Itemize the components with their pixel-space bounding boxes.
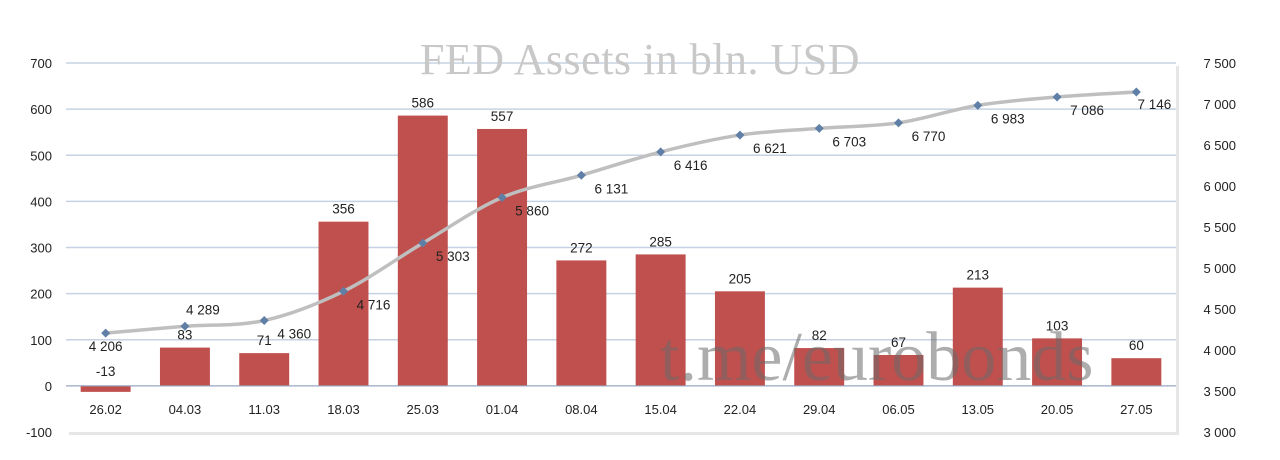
category-label: 01.04: [486, 402, 519, 417]
line-value-label: 6 416: [674, 158, 708, 173]
bar-value-label: 272: [570, 240, 593, 255]
category-label: 20.05: [1041, 402, 1074, 417]
bar: [159, 347, 210, 386]
left-axis-tick-label: 500: [30, 148, 52, 163]
bar-value-label: 71: [257, 333, 272, 348]
bar: [794, 348, 845, 386]
left-axis-tick-label: 100: [30, 333, 52, 348]
category-label: 25.03: [407, 402, 440, 417]
bar-value-label: 586: [412, 96, 435, 111]
category-label: 11.03: [248, 402, 280, 417]
category-label: 08.04: [565, 402, 598, 417]
bar: [635, 254, 686, 386]
line-marker: [339, 286, 348, 296]
line-marker: [259, 315, 269, 325]
right-axis-tick-label: 5 500: [1203, 220, 1236, 235]
line-marker: [1131, 87, 1141, 97]
bar-value-label: 103: [1046, 318, 1069, 333]
right-axis-tick-label: 3 500: [1203, 384, 1236, 399]
bar: [714, 291, 765, 386]
right-axis-tick-label: 4 500: [1203, 302, 1236, 317]
left-axis-tick-label: 200: [30, 287, 52, 302]
line-value-label: 6 770: [912, 129, 946, 144]
line-value-label: 6 131: [594, 181, 628, 196]
bar: [952, 287, 1003, 386]
line-marker: [656, 147, 666, 157]
line-marker: [576, 170, 586, 180]
right-axis-tick-label: 6 000: [1203, 179, 1236, 194]
series-line: [103, 90, 1139, 335]
left-axis-tick-label: 600: [30, 102, 52, 117]
bar-value-label: 285: [649, 234, 672, 249]
line-marker: [735, 130, 745, 140]
line-value-label: 6 621: [753, 141, 787, 156]
bar: [239, 353, 290, 386]
right-axis-tick-label: 5 000: [1203, 261, 1236, 276]
line-value-label: 5 303: [436, 249, 470, 264]
left-axis-tick-label: 300: [30, 241, 52, 256]
bar: [477, 128, 528, 386]
bar: [1111, 358, 1162, 386]
chart-title: FED Assets in bln. USD: [419, 35, 861, 84]
line-value-label: 4 716: [357, 297, 391, 312]
category-label: 26.02: [89, 402, 122, 417]
left-axis-tick-label: 400: [30, 194, 52, 209]
line-marker: [101, 328, 111, 338]
bar-value-label: -13: [96, 364, 116, 379]
right-axis-tick-label: 6 500: [1203, 138, 1236, 153]
line-marker: [894, 118, 903, 128]
bar-value-label: 557: [491, 109, 514, 124]
right-axis-tick-label: 3 000: [1203, 425, 1236, 440]
bar: [318, 221, 369, 386]
line-value-label: 4 206: [89, 339, 123, 354]
right-axis-tick-label: 4 000: [1203, 343, 1236, 358]
watermark-text: t.me/eurobonds: [660, 319, 1094, 396]
category-label: 06.05: [882, 402, 915, 417]
bar: [80, 385, 131, 392]
bar: [1032, 338, 1083, 386]
category-label: 29.04: [803, 402, 836, 417]
line-marker: [497, 192, 507, 202]
bar: [556, 260, 607, 386]
category-label: 27.05: [1120, 402, 1153, 417]
category-label: 18.03: [327, 402, 360, 417]
left-axis-tick-label: -100: [26, 425, 52, 440]
right-axis-tick-label: 7 500: [1203, 56, 1236, 71]
category-label: 04.03: [169, 402, 202, 417]
line-marker: [814, 123, 824, 133]
bar: [397, 115, 448, 386]
line-value-label: 5 860: [515, 203, 549, 218]
line-value-label: 4 360: [277, 326, 311, 341]
category-label: 22.04: [724, 402, 757, 417]
right-axis-tick-label: 7 000: [1203, 97, 1236, 112]
line-marker: [973, 100, 983, 110]
line-marker: [418, 238, 428, 248]
bar-value-label: 83: [177, 328, 192, 343]
bar-value-label: 205: [729, 271, 752, 286]
bar-value-label: 82: [812, 328, 827, 343]
bar-value-label: 356: [332, 202, 355, 217]
bar-value-label: 213: [967, 268, 990, 283]
left-axis-tick-label: 0: [45, 379, 52, 394]
bar-value-label: 67: [891, 335, 906, 350]
category-label: 13.05: [962, 402, 995, 417]
line-value-label: 4 289: [186, 302, 220, 317]
line-value-label: 7 086: [1070, 103, 1104, 118]
line-value-label: 6 983: [991, 111, 1025, 126]
line-value-label: 7 146: [1137, 97, 1171, 112]
line-marker: [1052, 92, 1062, 102]
bar: [873, 354, 924, 386]
line-value-label: 6 703: [832, 134, 866, 149]
category-label: 15.04: [644, 402, 677, 417]
bar-value-label: 60: [1129, 338, 1144, 353]
left-axis-tick-label: 700: [30, 56, 52, 71]
line-marker: [180, 321, 190, 331]
